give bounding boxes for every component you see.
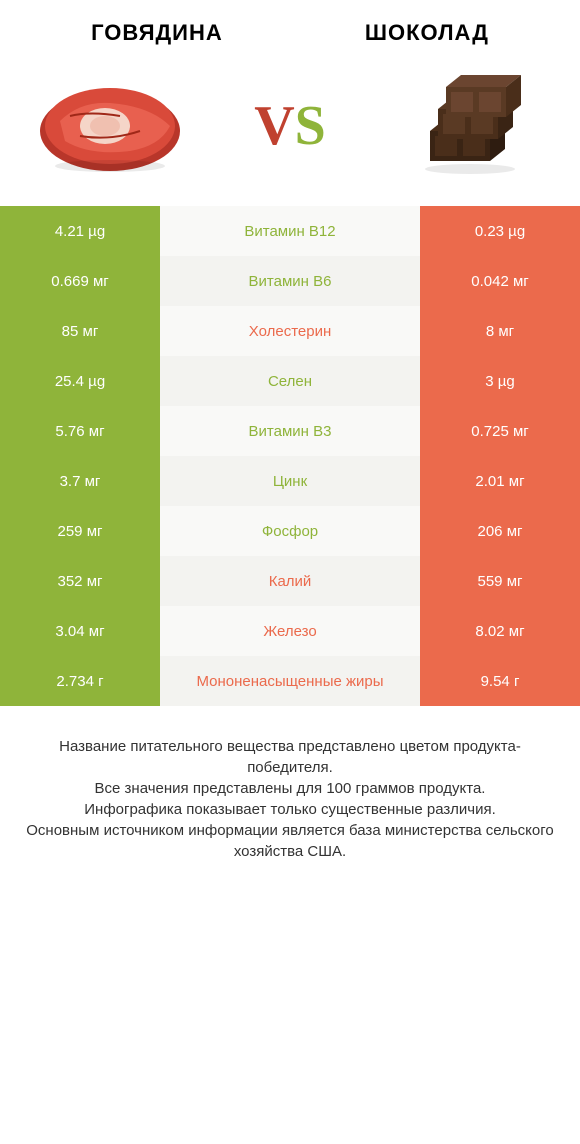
- left-value: 2.734 г: [0, 656, 160, 706]
- header: ГОВЯДИНА ШОКОЛАД: [0, 0, 580, 56]
- table-row: 5.76 мгВитамин B30.725 мг: [0, 406, 580, 456]
- infographic-container: { "header": { "left_title": "ГОВЯДИНА", …: [0, 0, 580, 882]
- table-row: 3.7 мгЦинк2.01 мг: [0, 456, 580, 506]
- left-value: 259 мг: [0, 506, 160, 556]
- table-row: 85 мгХолестерин8 мг: [0, 306, 580, 356]
- left-value: 5.76 мг: [0, 406, 160, 456]
- footer-line-1: Название питательного вещества представл…: [20, 736, 560, 778]
- table-row: 3.04 мгЖелезо8.02 мг: [0, 606, 580, 656]
- nutrient-label: Калий: [160, 556, 420, 606]
- left-title: ГОВЯДИНА: [91, 20, 223, 46]
- table-row: 259 мгФосфор206 мг: [0, 506, 580, 556]
- beef-icon: [30, 71, 190, 181]
- nutrient-label: Витамин B12: [160, 206, 420, 256]
- table-row: 2.734 гМононенасыщенные жиры9.54 г: [0, 656, 580, 706]
- right-value: 8 мг: [420, 306, 580, 356]
- vs-label: VS: [254, 94, 326, 158]
- right-value: 0.725 мг: [420, 406, 580, 456]
- nutrient-label: Железо: [160, 606, 420, 656]
- beef-image: [30, 66, 190, 186]
- left-value: 25.4 µg: [0, 356, 160, 406]
- right-value: 8.02 мг: [420, 606, 580, 656]
- right-value: 206 мг: [420, 506, 580, 556]
- nutrient-label: Холестерин: [160, 306, 420, 356]
- nutrition-table: 4.21 µgВитамин B120.23 µg0.669 мгВитамин…: [0, 206, 580, 706]
- footer-text: Название питательного вещества представл…: [0, 706, 580, 882]
- right-title: ШОКОЛАД: [365, 20, 489, 46]
- nutrient-label: Витамин B3: [160, 406, 420, 456]
- chocolate-image: [390, 66, 550, 186]
- image-row: VS: [0, 56, 580, 206]
- left-value: 352 мг: [0, 556, 160, 606]
- footer-line-3: Инфографика показывает только существенн…: [20, 799, 560, 820]
- right-value: 9.54 г: [420, 656, 580, 706]
- footer-line-4: Основным источником информации является …: [20, 820, 560, 862]
- footer-line-2: Все значения представлены для 100 граммо…: [20, 778, 560, 799]
- right-value: 559 мг: [420, 556, 580, 606]
- nutrient-label: Цинк: [160, 456, 420, 506]
- right-value: 2.01 мг: [420, 456, 580, 506]
- table-row: 352 мгКалий559 мг: [0, 556, 580, 606]
- nutrient-label: Фосфор: [160, 506, 420, 556]
- nutrient-label: Мононенасыщенные жиры: [160, 656, 420, 706]
- table-row: 0.669 мгВитамин B60.042 мг: [0, 256, 580, 306]
- right-value: 0.042 мг: [420, 256, 580, 306]
- table-row: 4.21 µgВитамин B120.23 µg: [0, 206, 580, 256]
- right-value: 3 µg: [420, 356, 580, 406]
- left-value: 4.21 µg: [0, 206, 160, 256]
- chocolate-icon: [400, 71, 540, 181]
- nutrient-label: Селен: [160, 356, 420, 406]
- left-value: 3.04 мг: [0, 606, 160, 656]
- vs-v: V: [254, 95, 294, 157]
- left-value: 3.7 мг: [0, 456, 160, 506]
- vs-s: S: [295, 95, 326, 157]
- right-value: 0.23 µg: [420, 206, 580, 256]
- left-value: 0.669 мг: [0, 256, 160, 306]
- left-value: 85 мг: [0, 306, 160, 356]
- table-row: 25.4 µgСелен3 µg: [0, 356, 580, 406]
- nutrient-label: Витамин B6: [160, 256, 420, 306]
